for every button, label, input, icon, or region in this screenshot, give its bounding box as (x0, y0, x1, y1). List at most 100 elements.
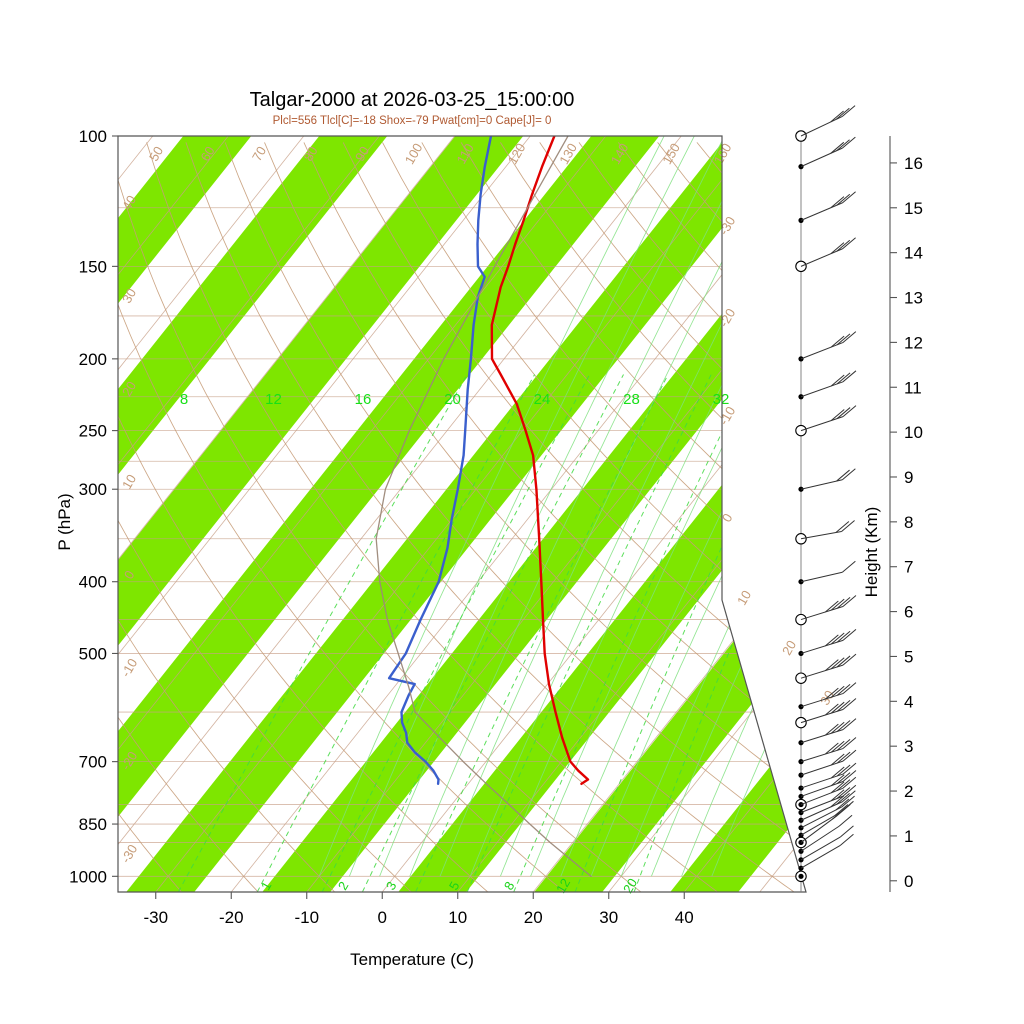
barb-flag (840, 800, 854, 813)
barb-flag (836, 596, 851, 609)
dry-adiabat-line (118, 142, 565, 892)
barb-flag (830, 774, 845, 787)
barb-flag (836, 720, 851, 732)
barb-flag (835, 521, 850, 533)
isotherm-line (532, 136, 806, 892)
isobar-lines (118, 136, 806, 877)
barb-flag (842, 628, 857, 641)
barb-flag (825, 600, 839, 613)
isotherm-line (118, 136, 456, 892)
barb-flag (830, 141, 845, 154)
barb-shaft (800, 639, 844, 654)
barb-shaft (800, 815, 838, 843)
mixing-ratio-line (415, 374, 669, 892)
height-tick-label: 1 (904, 827, 913, 846)
temperature-tick-label: -20 (219, 908, 244, 927)
height-tick-label: 11 (904, 378, 922, 397)
wind-barb (798, 814, 853, 854)
moist-adiabat-line (409, 136, 756, 877)
level-dot-marker (798, 873, 804, 879)
mixing-ratio-line (361, 374, 624, 892)
barb-shaft (800, 787, 844, 806)
barb-flag (836, 655, 851, 668)
moist-adiabat-label: 28 (623, 391, 640, 408)
barb-shaft (800, 748, 844, 763)
wind-barb (798, 784, 857, 816)
barb-flag (836, 630, 851, 643)
wind-barb (798, 825, 854, 863)
height-tick-label: 2 (904, 782, 913, 801)
sounding-traces (375, 136, 592, 877)
moist-adiabat-label: 20 (444, 391, 461, 408)
barb-flag (842, 237, 856, 250)
dry-adiabat-line (382, 142, 806, 892)
height-tick-label: 4 (904, 692, 913, 711)
dry-adiabat-label: 60 (197, 144, 217, 164)
trace-parcel (375, 136, 592, 877)
temperature-tick-label: 20 (524, 908, 543, 927)
barb-shaft (800, 147, 843, 168)
mixing-ratio-label: 12 (553, 876, 573, 896)
barb-flag (830, 740, 845, 753)
mixing-ratio-label: 20 (620, 876, 640, 896)
dry-adiabat-line (185, 142, 795, 892)
temperature-tick-label: 40 (675, 908, 694, 927)
barb-flag (825, 634, 839, 647)
barb-shaft (800, 664, 844, 679)
shaded-band (534, 136, 806, 892)
moist-adiabat-line (620, 136, 806, 877)
barb-flag (830, 335, 845, 348)
moist-adiabat-label: 16 (355, 391, 372, 408)
wind-barb (798, 560, 856, 585)
trace-temperature (490, 136, 590, 785)
isotherm-line (118, 136, 380, 892)
barb-shaft (800, 801, 843, 821)
dry-adiabat-label: 10 (119, 472, 139, 492)
dry-adiabat-line (421, 142, 806, 892)
barb-flag (836, 699, 851, 712)
barb-flag (842, 698, 857, 710)
isotherm-line (608, 136, 806, 892)
height-tick-label: 16 (904, 154, 923, 173)
barb-flag (842, 370, 857, 383)
barb-flag (830, 196, 845, 209)
wind-barb (798, 331, 857, 362)
wind-barb (798, 749, 857, 778)
barb-flag (841, 795, 855, 808)
barb-shaft (800, 248, 843, 267)
dry-adiabat-label: 30 (119, 286, 139, 306)
moist-adiabat-line (349, 136, 695, 877)
barb-shaft (800, 571, 843, 583)
wind-barb (798, 737, 857, 765)
barb-flag (836, 333, 851, 346)
dry-adiabat-line (460, 142, 806, 892)
barb-flag (836, 738, 851, 751)
height-tick-label: 13 (904, 289, 923, 308)
moist-adiabat-line (500, 136, 806, 877)
height-tick-label: 5 (904, 647, 913, 666)
moist-adiabat-label: 24 (534, 391, 551, 408)
barb-shaft (800, 416, 844, 432)
x-axis-label: Temperature (C) (350, 950, 474, 969)
dry-adiabat-label: 90 (352, 144, 372, 164)
barb-flag (840, 825, 854, 838)
level-dot-marker (798, 865, 804, 871)
barb-flag (830, 753, 845, 766)
height-tick-label: 15 (904, 199, 923, 218)
wind-barb (795, 653, 857, 684)
height-tick-label: 10 (904, 423, 923, 442)
barb-flag (825, 703, 839, 716)
wind-barb (798, 770, 857, 800)
pressure-tick-label: 200 (79, 350, 107, 369)
barb-shaft (800, 781, 844, 797)
temperature-axis: -30 -20 -10 0 10 20 30 40 (143, 892, 694, 927)
barb-flag (825, 687, 839, 700)
mixing-ratio-line (574, 374, 802, 892)
barb-flag (842, 595, 857, 607)
y2-axis-label: Height (Km) (862, 507, 881, 598)
height-tick-label: 9 (904, 468, 913, 487)
isotherm-line (118, 136, 229, 892)
dry-adiabat-line (342, 142, 806, 892)
pressure-tick-label: 1000 (69, 867, 107, 886)
